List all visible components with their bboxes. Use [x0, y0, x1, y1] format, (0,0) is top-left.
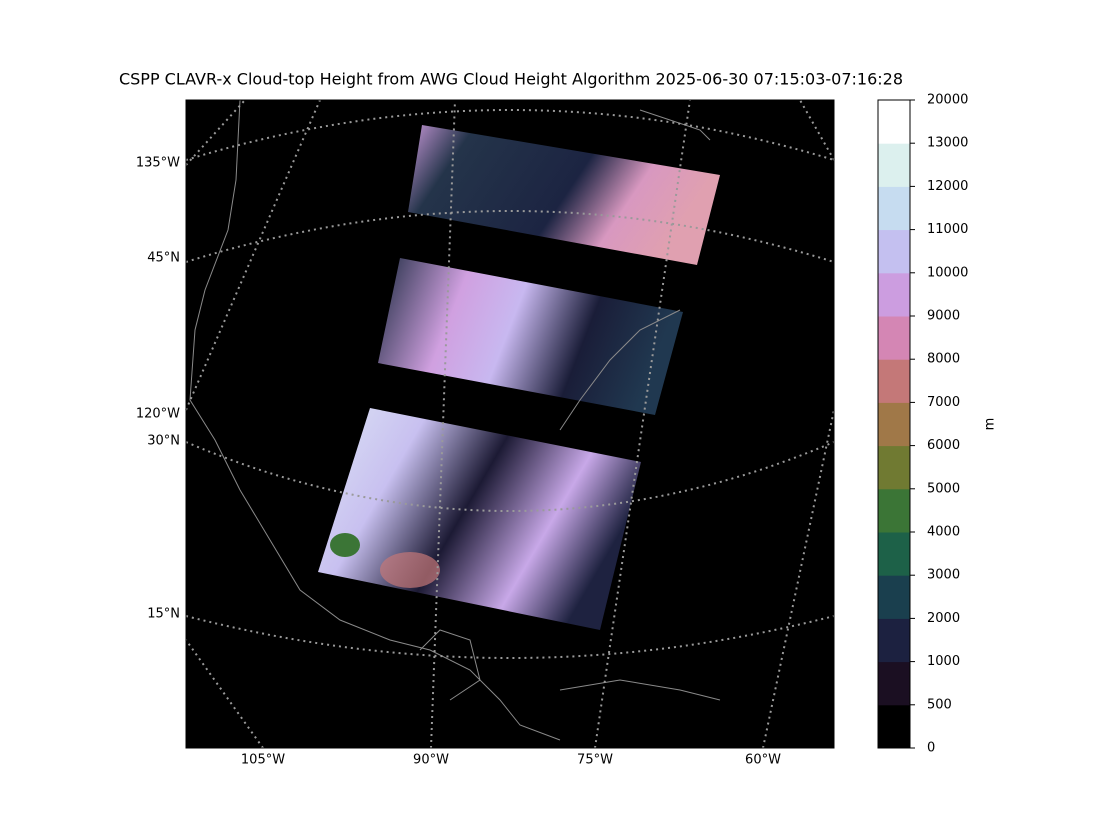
colorbar-tick-label: 9000 — [927, 309, 960, 324]
swath — [408, 125, 720, 265]
colorbar-tick-label: 5000 — [927, 481, 960, 496]
colorbar-bin — [878, 488, 910, 533]
cloud — [330, 533, 360, 557]
colorbar-tick-label: 6000 — [927, 438, 960, 453]
lat-label: 15°N — [147, 607, 180, 622]
colorbar-tick-label: 1000 — [927, 654, 960, 669]
colorbar-label: m — [983, 418, 998, 431]
colorbar-tick-label: 10000 — [927, 265, 968, 280]
colorbar-bin — [878, 532, 910, 576]
colorbar-tick-label: 7000 — [927, 395, 960, 410]
colorbar-bin — [878, 402, 910, 447]
colorbar-tick-label: 3000 — [927, 568, 960, 583]
colorbar-tick-label: 2000 — [927, 611, 960, 626]
lat-labels: 135°W 45°N 120°W 30°N 15°N — [136, 156, 180, 622]
map-title: CSPP CLAVR-x Cloud-top Height from AWG C… — [119, 70, 903, 89]
lat-label: 45°N — [147, 251, 180, 266]
colorbar-bin — [878, 143, 910, 187]
colorbar-tick-label: 4000 — [927, 525, 960, 540]
colorbar-tick-label: 20000 — [927, 93, 968, 108]
lat-label: 120°W — [136, 407, 180, 422]
colorbar-bin — [878, 272, 910, 317]
colorbar-tick-label: 8000 — [927, 352, 960, 367]
colorbar-bin — [878, 618, 910, 663]
graticule — [185, 99, 835, 749]
map-frame — [185, 99, 835, 749]
colorbar-frame — [877, 99, 911, 749]
colorbar-bin — [878, 186, 910, 231]
lon-label: 90°W — [413, 753, 449, 768]
swath — [378, 258, 683, 415]
colorbar-bin — [878, 575, 910, 619]
cloud — [380, 552, 440, 588]
colorbar-tick-label: 12000 — [927, 179, 968, 194]
colorbar-tick-label: 11000 — [927, 222, 968, 237]
colorbar-bin — [878, 704, 910, 749]
colorbar-tick-label: 13000 — [927, 136, 968, 151]
colorbar-bin — [878, 316, 910, 360]
lat-label: 135°W — [136, 156, 180, 171]
lon-label: 105°W — [241, 753, 285, 768]
colorbar-bin — [878, 661, 910, 706]
lat-label: 30°N — [147, 434, 180, 449]
colorbar: 0 500 1000 2000 3000 4000 5000 6000 7000 8000 9000… — [877, 93, 968, 756]
colorbar-bin — [878, 100, 910, 144]
lon-label: 60°W — [745, 753, 781, 768]
colorbar-bin — [878, 229, 910, 274]
coastline — [189, 99, 721, 741]
map — [185, 99, 835, 749]
colorbar-bin — [878, 359, 910, 403]
lon-label: 75°W — [577, 753, 613, 768]
colorbar-bin — [878, 445, 910, 490]
colorbar-tick-label: 500 — [927, 697, 952, 712]
graticule — [185, 441, 835, 512]
lon-labels: 105°W 90°W 75°W 60°W — [241, 753, 781, 768]
colorbar-tick-label: 0 — [927, 741, 935, 756]
